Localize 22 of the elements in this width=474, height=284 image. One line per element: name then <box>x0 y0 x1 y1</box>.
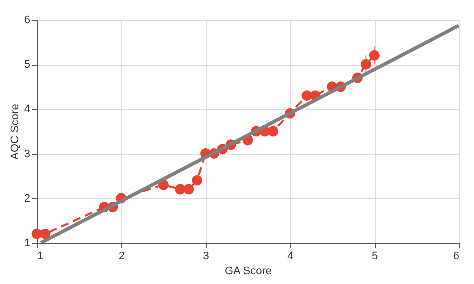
y-tick-label: 3 <box>24 148 30 160</box>
y-tick-label: 5 <box>24 59 30 72</box>
x-tick-label: 5 <box>372 250 378 262</box>
point <box>32 228 42 240</box>
point <box>184 184 194 195</box>
point <box>175 184 186 195</box>
x-tick-label: 3 <box>203 250 210 262</box>
point <box>369 50 380 61</box>
point <box>192 175 203 186</box>
point <box>40 228 51 240</box>
x-tick-label: 2 <box>118 250 125 262</box>
point <box>360 59 372 70</box>
point <box>268 126 279 137</box>
x-tick-label: 4 <box>288 250 294 262</box>
x-tick-label: 1 <box>38 250 44 262</box>
y-tick-label: 4 <box>24 104 30 116</box>
x-tick-label: 6 <box>453 250 460 262</box>
x-axis-title: GA Score <box>224 266 272 278</box>
y-tick-label: 6 <box>24 14 30 26</box>
y-axis-title: AQC Score <box>9 104 22 160</box>
y-tick-label: 1 <box>24 238 30 250</box>
y-tick-label: 2 <box>24 192 30 205</box>
